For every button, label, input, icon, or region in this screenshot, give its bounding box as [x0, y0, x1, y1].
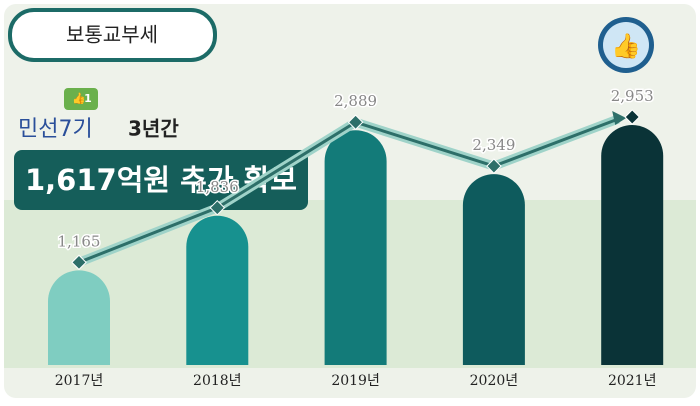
- x-tick-label: 2019년: [331, 373, 380, 389]
- bar: [48, 270, 110, 365]
- value-label: 2,889: [334, 92, 377, 110]
- x-tick-label: 2017년: [55, 373, 104, 389]
- x-tick-label: 2018년: [193, 373, 242, 389]
- marker: [347, 114, 364, 130]
- marker: [209, 200, 226, 216]
- bar: [186, 215, 249, 365]
- marker: [71, 254, 87, 271]
- x-tick-label: 2020년: [470, 373, 519, 389]
- arrow-head: [612, 111, 627, 125]
- title-box: [8, 8, 217, 62]
- badge-count: 1: [84, 92, 92, 105]
- like-glyph: 👍: [611, 32, 641, 60]
- badge: [64, 88, 98, 110]
- value-label: 2,349: [472, 136, 515, 154]
- period: 3년간: [128, 117, 179, 141]
- value-label: 1,836: [196, 178, 239, 196]
- marker: [624, 109, 640, 125]
- badge-icon: 👍: [72, 92, 86, 105]
- bar: [324, 130, 387, 365]
- bar: [462, 174, 525, 365]
- term: 민선7기: [18, 117, 93, 142]
- marker: [486, 158, 502, 174]
- x-tick-label: 2021년: [608, 373, 657, 389]
- like-icon-inner: [603, 22, 649, 68]
- value-label: 2,953: [611, 87, 654, 105]
- bar: [601, 125, 664, 365]
- chart-title: 보통교부세: [66, 23, 158, 47]
- value-label: 1,165: [58, 232, 101, 250]
